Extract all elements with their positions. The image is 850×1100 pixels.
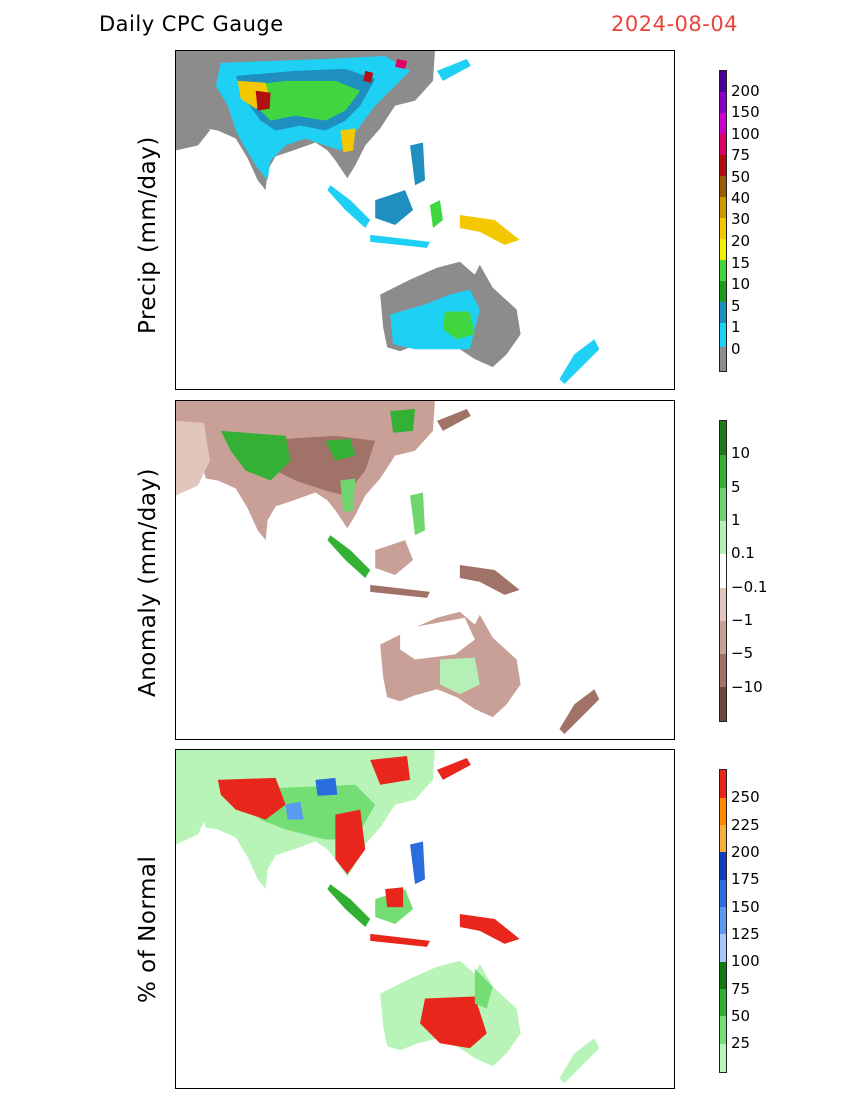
chart-title: Daily CPC Gauge — [99, 12, 284, 36]
pct-tick-50: 50 — [731, 1007, 751, 1025]
borneo-red-p — [385, 887, 404, 908]
anom-green-3 — [340, 478, 356, 513]
island-japan-p — [436, 757, 471, 780]
precip-tick-20: 20 — [731, 232, 751, 250]
pct-tick-150: 150 — [731, 898, 760, 916]
pct-tick-175: 175 — [731, 870, 760, 888]
precip-axis-label: Precip (mm/day) — [135, 136, 161, 334]
pct-tick-200: 200 — [731, 843, 760, 861]
precip-yellow-2 — [340, 128, 356, 153]
precip-tick-15: 15 — [731, 254, 751, 272]
precip-tick-150: 150 — [731, 103, 760, 121]
precip-tick-40: 40 — [731, 189, 751, 207]
island-japan-a — [436, 408, 471, 431]
anomaly-tick-1: 1 — [731, 511, 741, 529]
australia-green-a — [439, 657, 480, 695]
newzealand-p — [559, 1038, 600, 1084]
pct-normal-axis-label: % of Normal — [135, 855, 161, 1003]
anomaly-axis-label: Anomaly (mm/day) — [135, 467, 161, 697]
precip-tick-75: 75 — [731, 146, 751, 164]
australia-green — [442, 311, 475, 340]
precip-tick-10: 10 — [731, 275, 751, 293]
australia-green-p — [474, 968, 493, 1009]
anomaly-tick-10: 10 — [731, 444, 751, 462]
precip-red-1 — [255, 90, 271, 111]
precip-tick-30: 30 — [731, 210, 751, 228]
precip-tick-100: 100 — [731, 125, 760, 143]
pct-normal-colorbar — [719, 769, 727, 1073]
arabia-p — [176, 769, 210, 845]
island-japan — [436, 58, 471, 81]
island-borneo — [375, 190, 414, 225]
island-newguinea — [459, 215, 520, 245]
pct-red-2 — [335, 809, 366, 875]
date-label: 2024-08-04 — [611, 12, 739, 36]
pct-blue-1 — [315, 777, 338, 796]
anom-green-4 — [390, 408, 416, 433]
newzealand — [559, 339, 600, 385]
pct-tick-125: 125 — [731, 925, 760, 943]
precip-colorbar — [719, 70, 727, 372]
anomaly-map — [175, 400, 675, 740]
pct-tick-100: 100 — [731, 952, 760, 970]
precip-tick-50: 50 — [731, 168, 751, 186]
anom-green-1 — [220, 430, 291, 481]
arabia-a — [176, 420, 210, 496]
island-java — [370, 234, 430, 248]
island-newguinea-a — [459, 565, 520, 595]
island-sumatra-a — [327, 535, 371, 578]
newzealand-a — [559, 689, 600, 735]
island-newguinea-p — [459, 914, 520, 944]
pct-tick-75: 75 — [731, 980, 751, 998]
anom-green-2 — [325, 438, 356, 461]
anomaly-tick-neg5: −5 — [731, 644, 754, 662]
island-java-a — [370, 584, 430, 598]
precip-red-2 — [363, 70, 374, 83]
island-sumatra-p — [327, 884, 371, 927]
island-sulawesi — [429, 200, 443, 228]
precip-map — [175, 50, 675, 390]
arabia-land — [176, 110, 210, 151]
pct-normal-map — [175, 749, 675, 1089]
precip-green — [245, 80, 361, 121]
pct-red-1 — [217, 777, 286, 820]
anomaly-tick-neg0p1: −0.1 — [731, 578, 768, 596]
precip-red-3 — [395, 58, 408, 69]
precip-tick-5: 5 — [731, 297, 741, 315]
australia-white-a — [400, 617, 475, 660]
anomaly-tick-neg10: −10 — [731, 678, 763, 696]
australia-red-p — [420, 996, 487, 1049]
anomaly-map-svg — [176, 401, 600, 735]
pct-normal-map-svg — [176, 750, 600, 1084]
island-philippines-p — [410, 841, 425, 885]
precip-tick-1: 1 — [731, 318, 741, 336]
pct-tick-225: 225 — [731, 816, 760, 834]
pct-tick-25: 25 — [731, 1034, 751, 1052]
precip-map-svg — [176, 51, 600, 385]
pct-red-3 — [370, 755, 411, 785]
anomaly-tick-0p1: 0.1 — [731, 544, 755, 562]
island-philippines — [410, 142, 425, 186]
island-sumatra — [327, 185, 371, 228]
pct-tick-250: 250 — [731, 788, 760, 806]
island-philippines-a — [410, 492, 425, 536]
pct-blue-2 — [285, 801, 304, 820]
anomaly-colorbar — [719, 420, 727, 722]
anomaly-tick-5: 5 — [731, 478, 741, 496]
anomaly-tick-neg1: −1 — [731, 611, 754, 629]
precip-tick-200: 200 — [731, 82, 760, 100]
precip-tick-0: 0 — [731, 340, 741, 358]
island-borneo-a — [375, 540, 414, 575]
island-java-p — [370, 933, 430, 947]
